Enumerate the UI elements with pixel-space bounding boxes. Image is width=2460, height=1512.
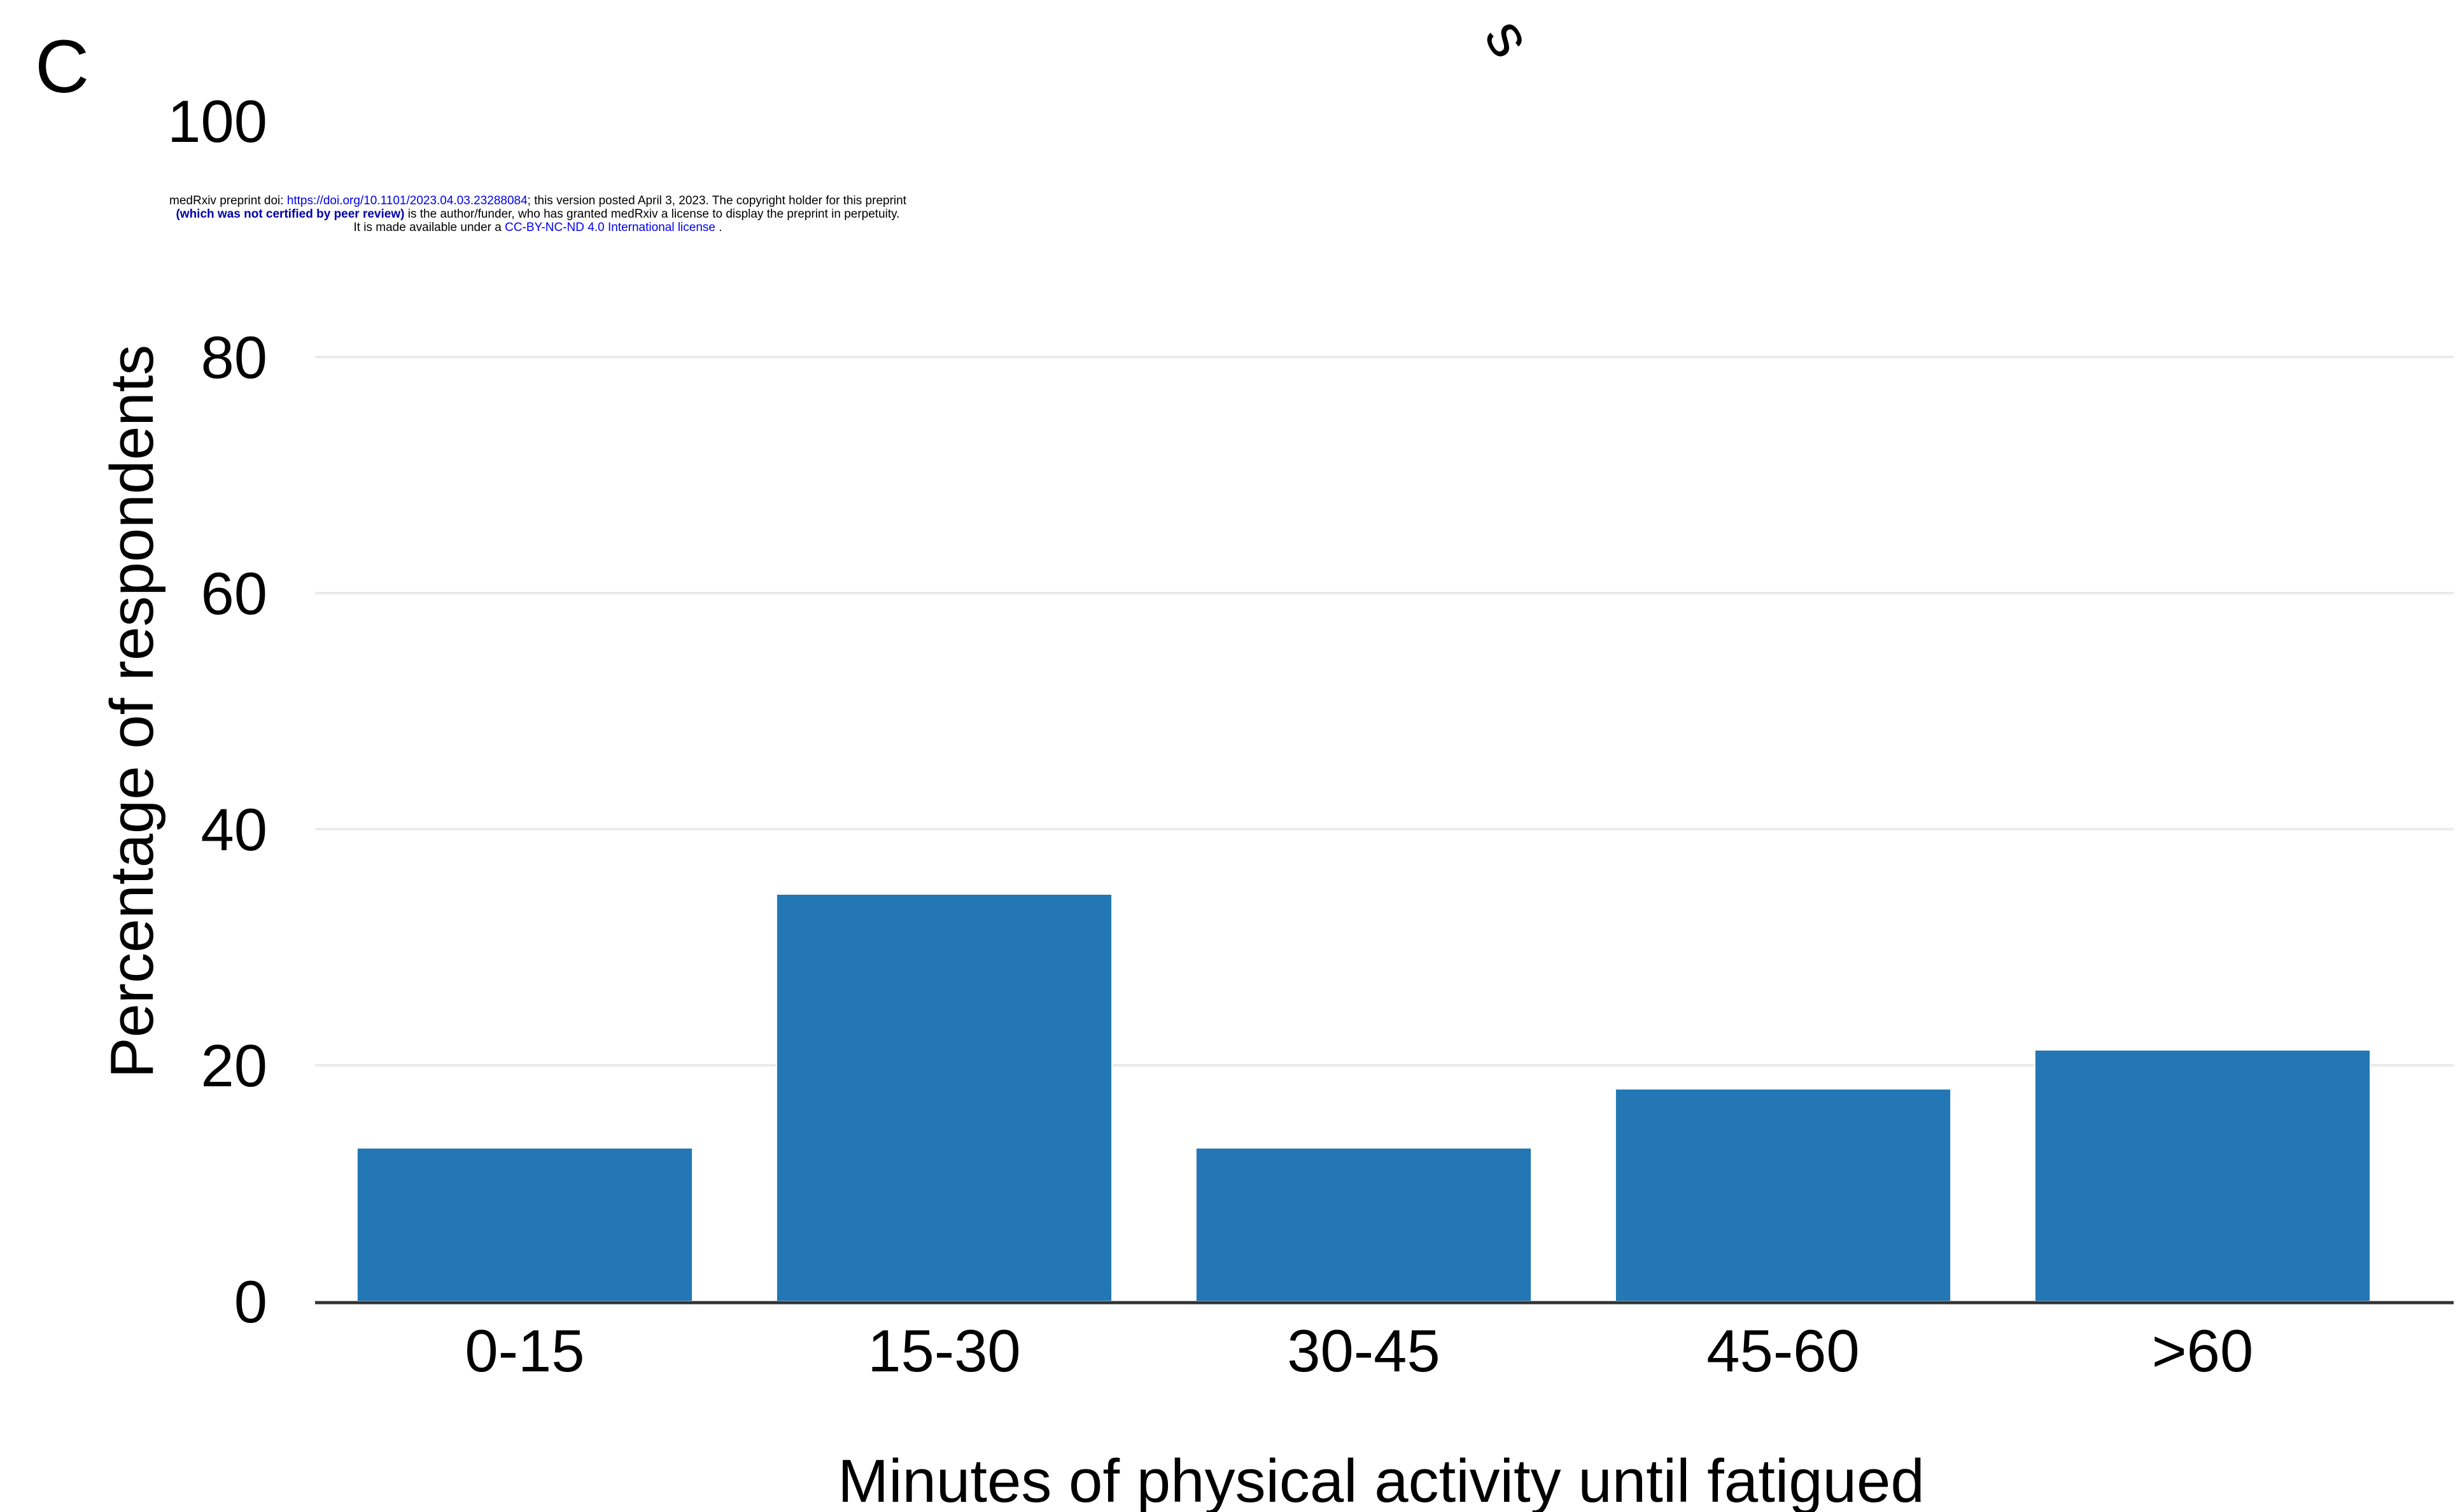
- bar-0-15: [356, 1147, 694, 1302]
- y-tick-label: 20: [200, 1032, 267, 1099]
- notice-text: .: [715, 221, 722, 234]
- y-axis-ticks: 0 20 40 60 80 100: [167, 88, 267, 1335]
- doi-link[interactable]: https://doi.org/10.1101/2023.04.03.23288…: [286, 194, 528, 207]
- bar-15-30: [775, 893, 1113, 1302]
- peer-review-note: (which was not certified by peer review): [176, 207, 405, 221]
- notice-text: It is made available under a: [353, 221, 505, 234]
- y-tick-label: 80: [200, 324, 267, 391]
- x-axis-label: Minutes of physical activity until fatig…: [838, 1447, 1925, 1512]
- x-tick-label: 15-30: [868, 1317, 1020, 1384]
- bar->60: [2034, 1049, 2372, 1302]
- panel-label: C: [35, 25, 89, 109]
- x-tick-label: 45-60: [1706, 1317, 1859, 1384]
- notice-line-2: (which was not certified by peer review)…: [105, 207, 971, 221]
- y-tick-label: 60: [200, 560, 267, 627]
- license-link[interactable]: CC-BY-NC-ND 4.0 International license: [505, 221, 715, 234]
- notice-text: is the author/funder, who has granted me…: [404, 207, 900, 221]
- grid-lines: [315, 356, 2454, 1067]
- y-tick-label: 0: [234, 1268, 267, 1335]
- notice-text: ; this version posted April 3, 2023. The…: [527, 194, 906, 207]
- y-tick-label: 40: [200, 796, 267, 863]
- x-tick-label: 0-15: [465, 1317, 584, 1384]
- stray-rotated-text: s: [1472, 8, 1546, 68]
- notice-line-3: It is made available under a CC-BY-NC-ND…: [105, 221, 971, 234]
- x-tick-label: 30-45: [1287, 1317, 1440, 1384]
- bar-45-60: [1614, 1088, 1952, 1302]
- y-axis-label: Percentage of respondents: [98, 345, 166, 1079]
- notice-text: medRxiv preprint doi:: [169, 194, 287, 207]
- x-axis-ticks: 0-15 15-30 30-45 45-60 >60: [465, 1317, 2253, 1384]
- bars: [356, 893, 2372, 1302]
- bar-30-45: [1195, 1147, 1533, 1302]
- x-tick-label: >60: [2152, 1317, 2253, 1384]
- notice-line-1: medRxiv preprint doi: https://doi.org/10…: [105, 194, 971, 207]
- preprint-notice: medRxiv preprint doi: https://doi.org/10…: [105, 194, 971, 234]
- y-tick-label: 100: [167, 88, 267, 155]
